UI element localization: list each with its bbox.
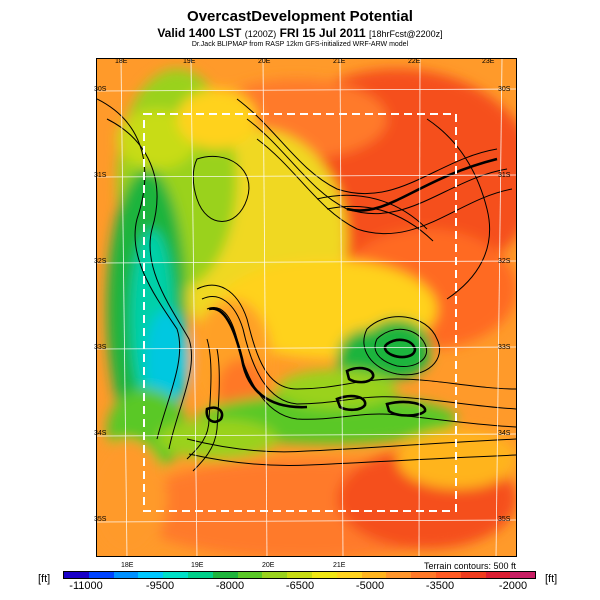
utc-time: (1200Z) xyxy=(244,29,277,39)
colorbar-tick: -8000 xyxy=(215,580,245,592)
lat-label-left: 31S xyxy=(94,172,107,179)
lon-label-top: 18E xyxy=(115,58,128,65)
lon-label-top: 23E xyxy=(482,58,495,65)
valid-time: Valid 1400 LST xyxy=(157,26,242,40)
lat-label-left: 30S xyxy=(94,86,107,93)
field-shading xyxy=(97,69,516,556)
colorbar-swatch xyxy=(361,572,387,578)
colorbar-swatch xyxy=(287,572,312,578)
forecast-map xyxy=(96,58,517,557)
terrain-contours-major xyxy=(205,157,498,423)
lat-label-right: 33S xyxy=(498,344,511,351)
forecast-info: [18hrFcst@2200z] xyxy=(368,29,443,39)
colorbar-swatch xyxy=(485,572,511,578)
colorbar-swatch xyxy=(311,572,337,578)
colorbar-swatch xyxy=(386,572,412,578)
map-title: OvercastDevelopment Potential xyxy=(187,8,413,25)
lon-label-bottom: 18E xyxy=(121,562,134,569)
colorbar-swatch xyxy=(187,572,213,578)
lat-label-left: 32S xyxy=(94,258,107,265)
colorbar-tick: -2000 xyxy=(498,580,528,592)
lon-label-bottom: 20E xyxy=(262,562,275,569)
lat-label-right: 30S xyxy=(498,86,511,93)
colorbar-swatch xyxy=(138,572,164,578)
graticule xyxy=(97,59,516,556)
lon-label-bottom: 19E xyxy=(191,562,204,569)
lon-label-top: 19E xyxy=(183,58,196,65)
colorbar-swatch xyxy=(460,572,486,578)
map-canvas xyxy=(97,59,516,556)
colorbar-swatch xyxy=(163,572,188,578)
colorbar xyxy=(63,571,536,579)
lon-label-top: 22E xyxy=(408,58,421,65)
colorbar-unit-right: [ft] xyxy=(545,573,558,585)
lat-label-right: 31S xyxy=(498,172,511,179)
lon-label-top: 20E xyxy=(258,58,271,65)
colorbar-tick: -5000 xyxy=(355,580,385,592)
colorbar-tick: -3500 xyxy=(425,580,455,592)
colorbar-tick: -9500 xyxy=(145,580,175,592)
lat-label-left: 34S xyxy=(94,430,107,437)
lon-label-bottom: 21E xyxy=(333,562,346,569)
colorbar-swatch xyxy=(336,572,362,578)
colorbar-swatch xyxy=(64,572,89,578)
lat-label-right: 34S xyxy=(498,430,511,437)
valid-date: FRI 15 Jul 2011 xyxy=(279,26,366,40)
lat-label-right: 35S xyxy=(498,516,511,523)
map-subtitle: Valid 1400 LST (1200Z) FRI 15 Jul 2011 [… xyxy=(0,26,600,40)
colorbar-swatch xyxy=(88,572,114,578)
colorbar-swatch xyxy=(113,572,139,578)
model-credit: Dr.Jack BLIPMAP from RASP 12km GFS-initi… xyxy=(191,41,409,48)
colorbar-tick: -6500 xyxy=(285,580,315,592)
lat-label-left: 35S xyxy=(94,516,107,523)
colorbar-unit-left: [ft] xyxy=(38,573,51,585)
colorbar-swatch xyxy=(510,572,536,578)
colorbar-swatch xyxy=(212,572,238,578)
lat-label-left: 33S xyxy=(94,344,107,351)
lon-label-top: 21E xyxy=(333,58,346,65)
colorbar-swatch xyxy=(435,572,461,578)
colorbar-tick: -11000 xyxy=(69,580,103,592)
colorbar-swatch xyxy=(411,572,436,578)
terrain-contour-note: Terrain contours: 500 ft xyxy=(423,561,516,571)
colorbar-swatch xyxy=(262,572,288,578)
colorbar-swatch xyxy=(237,572,263,578)
domain-boundary xyxy=(143,113,457,512)
lat-label-right: 32S xyxy=(498,258,511,265)
